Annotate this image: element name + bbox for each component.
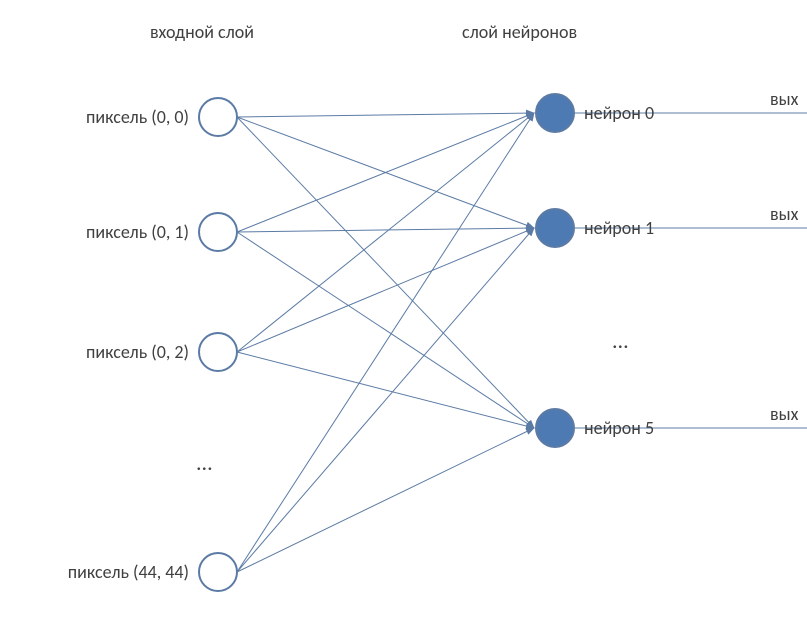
neuron-node-0 — [536, 94, 574, 132]
input-node-1 — [199, 213, 237, 251]
input-label-2: пиксель (0, 2) — [86, 341, 189, 363]
output-label-2: вых — [770, 403, 799, 425]
edge — [237, 428, 534, 572]
edge — [237, 228, 534, 572]
output-label-0: вых — [770, 88, 799, 110]
input-node-0 — [199, 98, 237, 136]
neuron-ellipsis: ... — [612, 327, 629, 354]
input-node-3 — [199, 553, 237, 591]
edge — [237, 232, 534, 428]
outputs-group: вых вых вых — [574, 88, 807, 428]
neuron-node-1 — [536, 209, 574, 247]
neuron-label-2: нейрон 5 — [584, 417, 654, 439]
input-label-1: пиксель (0, 1) — [86, 221, 189, 243]
neuron-layer-title: слой нейронов — [462, 21, 577, 43]
input-layer-title: входной слой — [150, 21, 254, 43]
edge — [237, 117, 534, 428]
neuron-node-2 — [536, 409, 574, 447]
edge — [237, 113, 534, 572]
neuron-label-0: нейрон 0 — [584, 102, 654, 124]
edge — [237, 113, 534, 117]
edge — [237, 113, 534, 232]
input-label-0: пиксель (0, 0) — [86, 106, 189, 128]
edge — [237, 352, 534, 428]
edge — [237, 228, 534, 352]
neural-network-diagram: входной слой слой нейронов вых вых вых пик… — [0, 0, 807, 625]
input-label-3: пиксель (44, 44) — [68, 561, 189, 583]
input-ellipsis: ... — [196, 449, 213, 476]
edges-group — [237, 113, 534, 572]
output-label-1: вых — [770, 203, 799, 225]
edge — [237, 113, 534, 352]
neuron-label-1: нейрон 1 — [584, 217, 654, 239]
input-node-2 — [199, 333, 237, 371]
neuron-nodes: нейрон 0 нейрон 1 нейрон 5 — [536, 94, 654, 447]
input-nodes: пиксель (0, 0) пиксель (0, 1) пиксель (0, … — [68, 98, 237, 591]
edge — [237, 228, 534, 232]
